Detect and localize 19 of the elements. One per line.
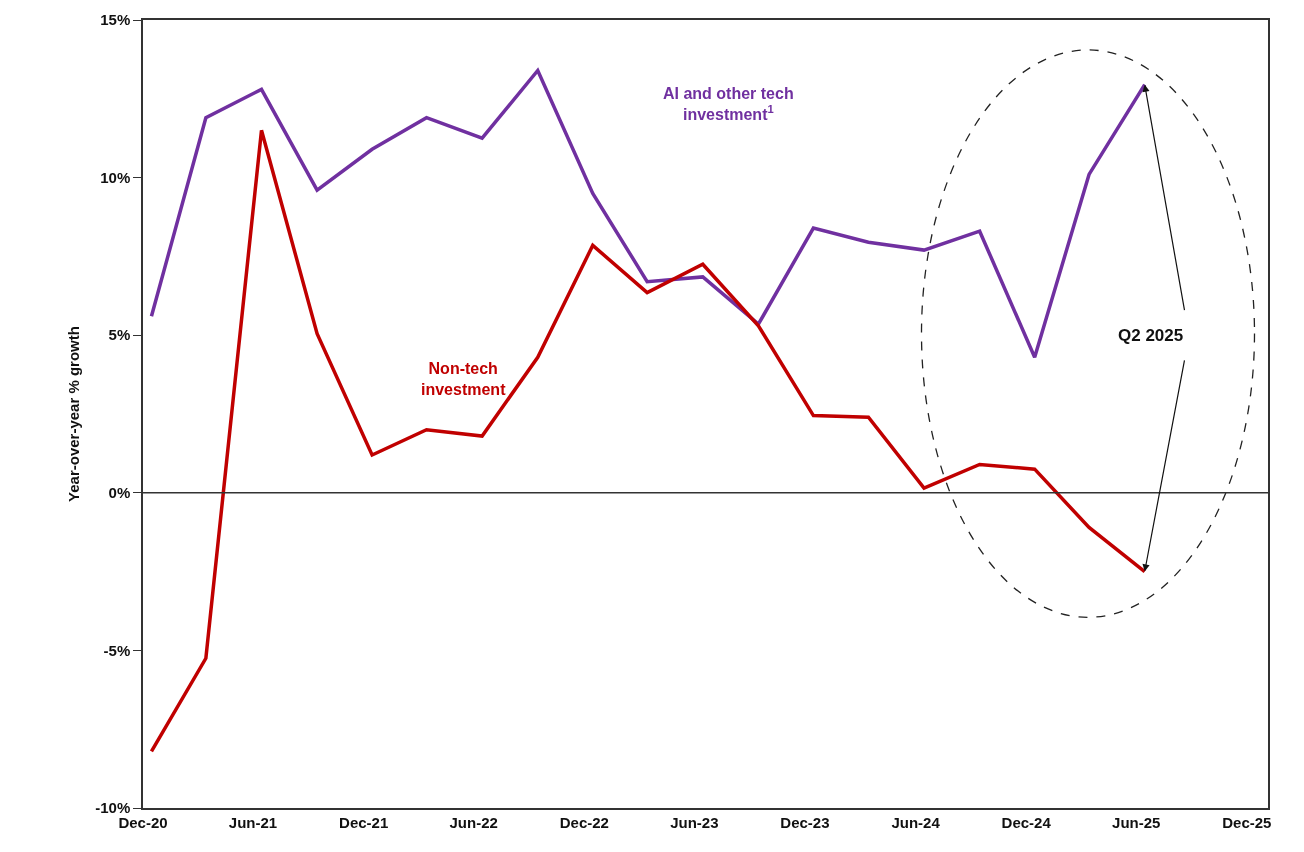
x-tick-label: Dec-25 [1222,813,1272,831]
y-tick-label: 5% [108,326,131,344]
x-tick-label: Jun-22 [449,813,498,831]
text: AI and other tech investment$^{1}$ [663,85,794,123]
x-tick-label: Dec-24 [1001,813,1052,831]
y-tick-label: 0% [108,484,131,502]
series-label: Non-tech investment [421,360,507,398]
x-tick-label: Jun-25 [1112,813,1161,831]
y-tick-label: -5% [103,641,131,659]
y-axis-title: Year-over-year % growth [64,326,82,502]
x-tick-label: Jun-23 [670,813,719,831]
x-tick-label: Dec-21 [339,813,389,831]
x-tick-label: Dec-23 [780,813,830,831]
x-tick-label: Jun-21 [228,813,278,831]
y-tick-label: 10% [100,168,131,186]
x-tick-label: Dec-22 [559,813,609,831]
annotation: Q2 2025 [1118,326,1184,345]
x-tick-label: Jun-24 [891,813,941,831]
y-tick-label: 15% [100,11,131,29]
